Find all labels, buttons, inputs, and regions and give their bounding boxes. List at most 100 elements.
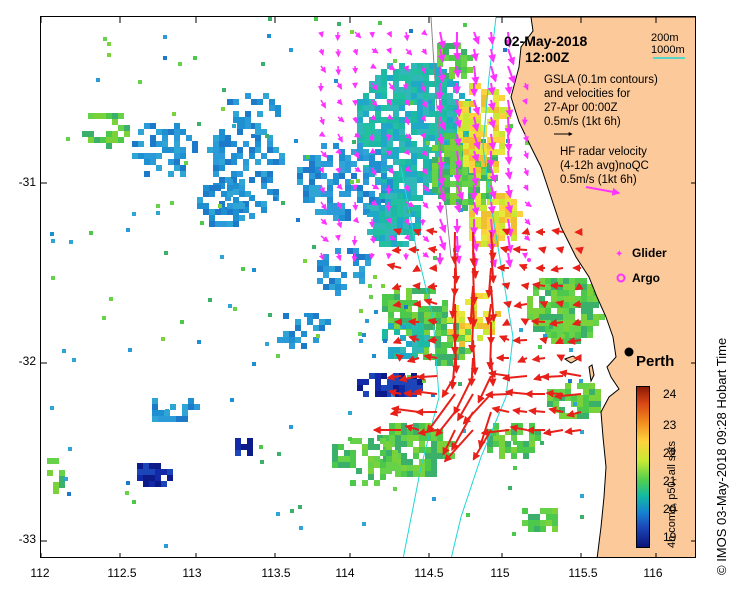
velocity-arrow [320, 150, 328, 158]
sst-pixel [405, 177, 411, 183]
sst-pixel [493, 131, 499, 137]
sst-pixel [481, 229, 487, 235]
velocity-arrow [408, 335, 420, 343]
sst-pixel [589, 383, 595, 389]
sst-pixel [419, 465, 425, 471]
sst-pixel [313, 313, 319, 319]
velocity-arrow [520, 318, 530, 326]
velocity-arrow [553, 391, 582, 400]
sst-pixel [365, 319, 369, 323]
velocity-arrow [456, 184, 464, 201]
velocity-arrow [504, 150, 513, 165]
sst-pixel [382, 306, 388, 312]
sst-pixel [373, 205, 379, 211]
sst-pixel [553, 401, 559, 407]
velocity-arrow [385, 201, 392, 212]
sst-pixel [527, 302, 533, 308]
x-tick-label-113-5: 113.5 [261, 566, 291, 580]
sst-pixel [417, 87, 423, 93]
perth-label: Perth [636, 353, 674, 370]
velocity-arrow [554, 336, 564, 345]
sst-pixel [493, 125, 499, 131]
sst-pixel [374, 462, 380, 468]
sst-pixel [431, 459, 437, 465]
sst-pixel [463, 149, 469, 155]
velocity-arrow [416, 372, 438, 381]
velocity-arrow [539, 301, 549, 309]
velocity-arrow [320, 99, 327, 109]
sst-pixel [357, 143, 363, 149]
velocity-arrow [452, 249, 461, 284]
sst-pixel [481, 125, 487, 131]
sst-pixel [239, 215, 245, 221]
velocity-arrow [386, 113, 394, 120]
sst-pixel [475, 167, 481, 173]
velocity-arrow [319, 116, 325, 126]
sst-pixel [469, 83, 475, 89]
sst-pixel [321, 161, 327, 167]
velocity-arrow [531, 354, 546, 363]
sst-pixel [492, 432, 496, 436]
sst-pixel [431, 441, 437, 447]
sst-pixel [382, 294, 388, 300]
sst-pixel [447, 354, 453, 360]
sst-pixel [450, 199, 456, 205]
sst-pixel [545, 320, 551, 326]
sst-pixel [363, 123, 369, 129]
sst-pixel [587, 332, 593, 338]
sst-pixel [255, 159, 261, 165]
sst-pixel [397, 217, 403, 223]
sst-pixel [373, 223, 379, 229]
sst-pixel [407, 375, 411, 379]
velocity-arrow [501, 318, 511, 327]
sst-pixel [393, 147, 399, 153]
sst-pixel [581, 284, 587, 290]
velocity-arrow [352, 48, 359, 56]
sst-pixel [393, 153, 399, 159]
velocity-arrow [462, 393, 492, 425]
sst-pixel [168, 129, 174, 135]
sst-pixel [583, 395, 589, 401]
velocity-arrow [454, 150, 463, 169]
sst-pixel [400, 347, 406, 353]
velocity-arrow [420, 115, 426, 122]
sst-pixel [161, 481, 167, 487]
sst-pixel [481, 161, 487, 167]
sst-pixel [347, 248, 353, 254]
sst-pixel [239, 191, 245, 197]
sst-pixel [577, 401, 583, 407]
velocity-arrow [354, 166, 362, 173]
sst-pixel [138, 129, 144, 135]
sst-pixel [436, 324, 442, 330]
sst-pixel [162, 135, 168, 141]
sst-pixel [393, 105, 399, 111]
sst-pixel [441, 93, 447, 99]
sst-pixel [393, 189, 399, 195]
sst-pixel [155, 475, 161, 481]
sst-pixel [143, 463, 149, 469]
sst-pixel [350, 438, 356, 444]
sst-pixel [385, 223, 391, 229]
sst-pixel [511, 223, 517, 229]
velocity-arrow [470, 48, 479, 62]
sst-pixel [428, 100, 432, 104]
sst-pixel [393, 93, 399, 99]
sst-pixel [163, 35, 167, 39]
sst-pixel [388, 323, 394, 329]
sst-pixel [459, 93, 465, 99]
velocity-arrow [507, 65, 516, 84]
sst-pixel [406, 306, 412, 312]
sst-pixel [128, 348, 132, 352]
velocity-arrow [422, 184, 430, 193]
velocity-arrow [403, 218, 410, 226]
sst-pixel [465, 129, 471, 135]
sst-pixel [379, 211, 385, 217]
sst-pixel [391, 393, 395, 397]
sst-pixel [261, 129, 267, 135]
velocity-arrow [518, 263, 528, 272]
sst-pixel [335, 278, 341, 284]
sst-pixel [387, 129, 393, 135]
sst-pixel [429, 105, 435, 111]
velocity-arrow [385, 184, 392, 195]
sst-pixel [450, 139, 456, 145]
